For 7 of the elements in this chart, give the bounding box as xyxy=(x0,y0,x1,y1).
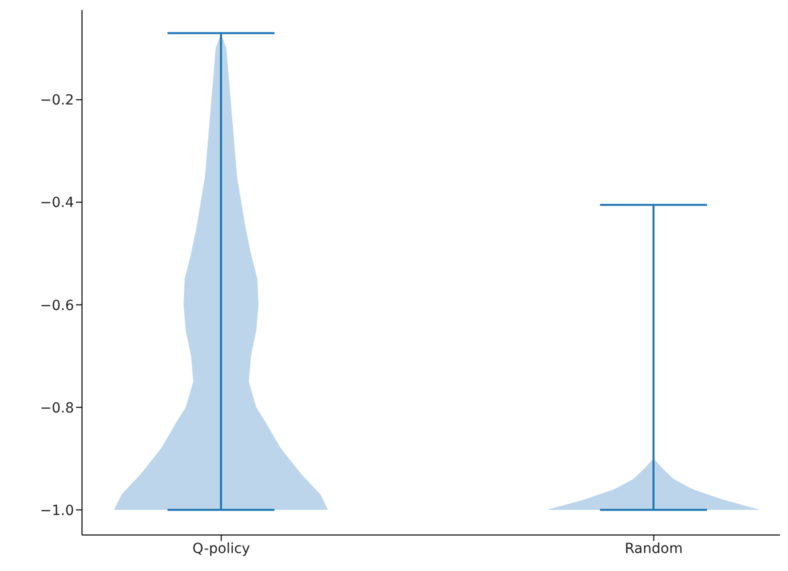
y-tick-label: −0.6 xyxy=(40,298,74,314)
x-tick-label: Random xyxy=(624,540,683,557)
y-tick-label: −1.0 xyxy=(40,502,74,519)
y-tick-label: −0.8 xyxy=(40,400,74,416)
x-tick-label: Q-policy xyxy=(192,540,250,557)
y-tick-label: −0.4 xyxy=(40,195,74,212)
y-tick-label: −0.2 xyxy=(40,92,74,109)
